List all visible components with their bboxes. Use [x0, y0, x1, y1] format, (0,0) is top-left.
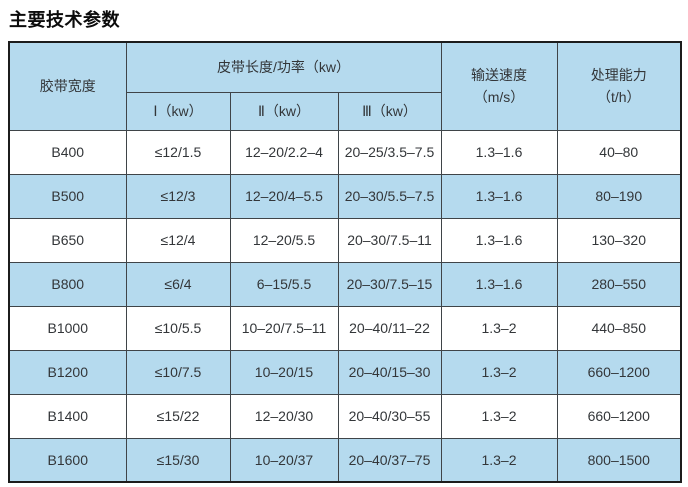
cell-power-3: 20–40/37–75 [337, 437, 442, 483]
cell-capacity: 80–190 [556, 173, 682, 219]
cell-power-2: 12–20/5.5 [229, 217, 339, 263]
col-header-belt-width: 胶带宽度 [8, 41, 127, 131]
table-row: B800 ≤6/4 6–15/5.5 20–30/7.5–15 1.3–1.6 280–5… [8, 261, 682, 307]
cell-capacity: 800–1500 [556, 437, 682, 483]
cell-belt-width: B1400 [8, 393, 127, 439]
cell-power-1: ≤12/1.5 [125, 129, 231, 175]
cell-belt-width: B800 [8, 261, 127, 307]
cell-capacity: 130–320 [556, 217, 682, 263]
cell-belt-width: B650 [8, 217, 127, 263]
cell-power-1: ≤12/3 [125, 173, 231, 219]
cell-speed: 1.3–2 [440, 393, 558, 439]
col-header-power-2: Ⅱ（kw） [229, 91, 339, 131]
cell-power-1: ≤6/4 [125, 261, 231, 307]
table-row: B400 ≤12/1.5 12–20/2.2–4 20–25/3.5–7.5 1.3–1… [8, 129, 682, 175]
cell-speed: 1.3–1.6 [440, 217, 558, 263]
col-header-speed: 输送速度 （m/s） [440, 41, 558, 131]
cell-power-3: 20–30/7.5–15 [337, 261, 442, 307]
col-header-speed-unit: （m/s） [473, 89, 525, 106]
cell-power-1: ≤12/4 [125, 217, 231, 263]
table-row: B1600 ≤15/30 10–20/37 20–40/37–75 1.3–2 800–1… [8, 437, 682, 483]
cell-power-2: 12–20/2.2–4 [229, 129, 339, 175]
cell-speed: 1.3–1.6 [440, 173, 558, 219]
table-header: 胶带宽度 皮带长度/功率（kw） 输送速度 （m/s） 处理能力 （t/h） Ⅰ… [8, 41, 682, 131]
cell-capacity: 280–550 [556, 261, 682, 307]
cell-power-2: 10–20/37 [229, 437, 339, 483]
table-row: B1400 ≤15/22 12–20/30 20–40/30–55 1.3–2 660–1… [8, 393, 682, 439]
cell-capacity: 40–80 [556, 129, 682, 175]
cell-power-3: 20–30/5.5–7.5 [337, 173, 442, 219]
cell-belt-width: B1600 [8, 437, 127, 483]
cell-power-3: 20–40/11–22 [337, 305, 442, 351]
cell-power-1: ≤10/5.5 [125, 305, 231, 351]
cell-capacity: 660–1200 [556, 393, 682, 439]
table-row: B650 ≤12/4 12–20/5.5 20–30/7.5–11 1.3–1.6 130… [8, 217, 682, 263]
cell-speed: 1.3–1.6 [440, 129, 558, 175]
cell-power-2: 12–20/30 [229, 393, 339, 439]
page-title: 主要技术参数 [9, 10, 120, 30]
cell-speed: 1.3–2 [440, 349, 558, 395]
col-header-capacity-label: 处理能力 [590, 67, 647, 84]
col-header-capacity: 处理能力 （t/h） [556, 41, 682, 131]
cell-power-1: ≤15/30 [125, 437, 231, 483]
col-header-power-3: Ⅲ（kw） [337, 91, 442, 131]
specs-table: 胶带宽度 皮带长度/功率（kw） 输送速度 （m/s） 处理能力 （t/h） Ⅰ… [8, 41, 682, 483]
table-row: B1200 ≤10/7.5 10–20/15 20–40/15–30 1.3–2 660–… [8, 349, 682, 395]
cell-power-3: 20–25/3.5–7.5 [337, 129, 442, 175]
cell-power-1: ≤15/22 [125, 393, 231, 439]
cell-belt-width: B500 [8, 173, 127, 219]
col-header-speed-label: 输送速度 [471, 67, 527, 84]
table-row: B1000 ≤10/5.5 10–20/7.5–11 20–40/11–22 1.3–2… [8, 305, 682, 351]
cell-speed: 1.3–2 [440, 305, 558, 351]
cell-belt-width: B1000 [8, 305, 127, 351]
col-header-length-power-group: 皮带长度/功率（kw） [125, 41, 442, 93]
col-header-capacity-unit: （t/h） [596, 89, 641, 106]
col-header-power-1: Ⅰ（kw） [125, 91, 231, 131]
cell-power-2: 6–15/5.5 [229, 261, 339, 307]
cell-power-2: 10–20/7.5–11 [229, 305, 339, 351]
cell-capacity: 440–850 [556, 305, 682, 351]
cell-speed: 1.3–2 [440, 437, 558, 483]
table-row: B500 ≤12/3 12–20/4–5.5 20–30/5.5–7.5 1.3–1.6… [8, 173, 682, 219]
cell-capacity: 660–1200 [556, 349, 682, 395]
cell-belt-width: B1200 [8, 349, 127, 395]
cell-power-3: 20–40/15–30 [337, 349, 442, 395]
cell-power-3: 20–40/30–55 [337, 393, 442, 439]
cell-power-1: ≤10/7.5 [125, 349, 231, 395]
cell-power-2: 10–20/15 [229, 349, 339, 395]
table-body: B400 ≤12/1.5 12–20/2.2–4 20–25/3.5–7.5 1.3–1… [8, 129, 682, 483]
cell-speed: 1.3–1.6 [440, 261, 558, 307]
cell-power-2: 12–20/4–5.5 [229, 173, 339, 219]
cell-belt-width: B400 [8, 129, 127, 175]
cell-power-3: 20–30/7.5–11 [337, 217, 442, 263]
